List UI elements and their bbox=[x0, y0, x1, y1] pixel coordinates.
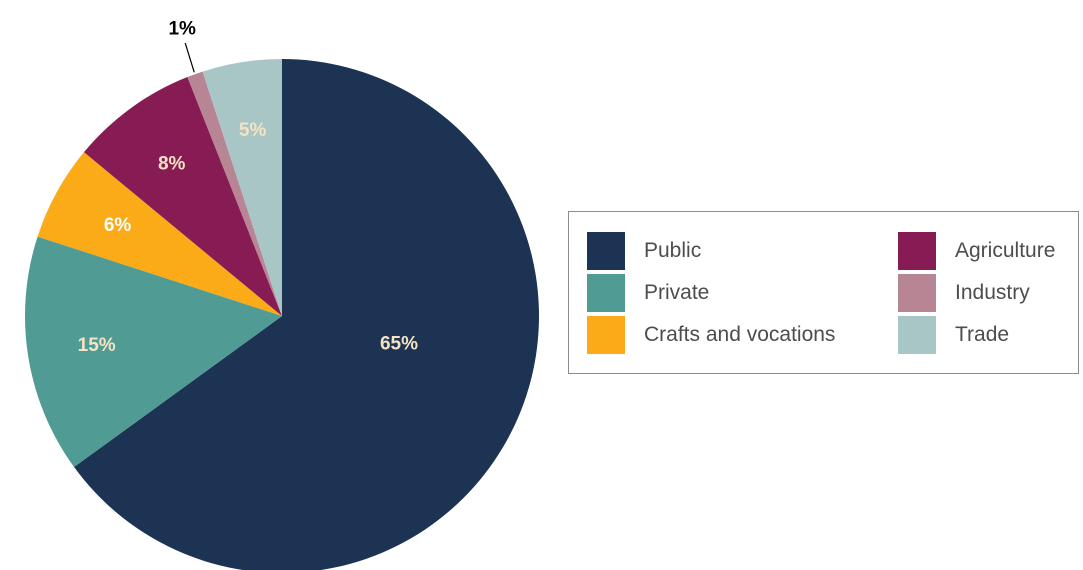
legend-label-trade: Trade bbox=[955, 323, 1010, 346]
legend-column-right: Agriculture Industry Trade bbox=[898, 230, 1055, 356]
legend-item-public: Public bbox=[587, 230, 835, 272]
legend-label-private: Private bbox=[644, 281, 710, 304]
legend-item-trade: Trade bbox=[898, 314, 1055, 356]
legend-swatch-industry bbox=[898, 274, 936, 312]
pie-slice-agriculture bbox=[83, 77, 283, 316]
data-label-public: 65% bbox=[380, 334, 418, 355]
legend-swatch-trade bbox=[898, 316, 936, 354]
pie-slice-crafts-and-vocations bbox=[37, 152, 282, 316]
legend-column-left: Public Private Crafts and vocations bbox=[587, 230, 835, 356]
pie-slice-trade bbox=[202, 59, 282, 316]
data-label-industry: 1% bbox=[168, 19, 196, 40]
legend-swatch-crafts-and-vocations bbox=[587, 316, 625, 354]
pie-slice-private bbox=[24, 236, 283, 468]
legend-label-public: Public bbox=[644, 239, 702, 262]
pie-slice-public bbox=[74, 59, 539, 570]
legend-swatch-private bbox=[587, 274, 625, 312]
legend-label-industry: Industry bbox=[955, 281, 1030, 304]
data-label-trade: 5% bbox=[239, 120, 267, 141]
leader-line-industry bbox=[184, 42, 195, 73]
legend-item-industry: Industry bbox=[898, 272, 1055, 314]
legend-swatch-public bbox=[587, 232, 625, 270]
data-label-crafts-and-vocations: 6% bbox=[104, 215, 132, 236]
pie-slice-industry bbox=[187, 71, 282, 316]
legend-label-crafts-and-vocations: Crafts and vocations bbox=[644, 323, 836, 346]
legend-label-agriculture: Agriculture bbox=[955, 239, 1056, 262]
data-label-private: 15% bbox=[78, 335, 116, 356]
legend-swatch-agriculture bbox=[898, 232, 936, 270]
data-label-agriculture: 8% bbox=[158, 154, 186, 175]
legend-item-crafts-and-vocations: Crafts and vocations bbox=[587, 314, 835, 356]
legend-item-private: Private bbox=[587, 272, 835, 314]
legend-item-agriculture: Agriculture bbox=[898, 230, 1055, 272]
chart-legend: Public Private Crafts and vocations Agri… bbox=[568, 211, 1079, 374]
